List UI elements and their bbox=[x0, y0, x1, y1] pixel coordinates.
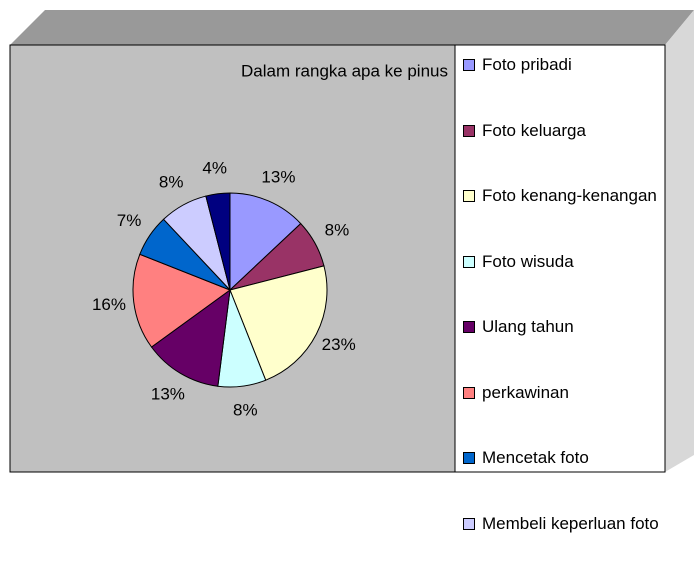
legend-label: Foto kenang-kenangan bbox=[482, 186, 657, 205]
legend-item: Mencetak foto bbox=[462, 446, 667, 469]
data-label: 8% bbox=[233, 401, 258, 420]
legend-item: Foto keluarga bbox=[462, 119, 667, 142]
legend-item: Foto wisuda bbox=[462, 250, 667, 273]
legend-item: Foto kenang-kenangan bbox=[462, 184, 667, 207]
legend-item: Foto pribadi bbox=[462, 53, 667, 76]
data-label: 13% bbox=[261, 168, 295, 187]
legend-label: Membeli keperluan foto bbox=[482, 513, 659, 533]
legend-swatch bbox=[463, 190, 475, 202]
legend-label: Ulang tahun bbox=[482, 317, 574, 336]
data-label: 13% bbox=[151, 384, 185, 403]
legend-swatch bbox=[463, 452, 475, 464]
box-side bbox=[665, 10, 694, 472]
data-label: 4% bbox=[202, 158, 227, 177]
pie-slice bbox=[229, 265, 328, 381]
legend-label: Foto pribadi bbox=[482, 55, 572, 74]
legend-item: Membeli keperluan foto bbox=[462, 512, 667, 535]
data-label: 7% bbox=[117, 211, 142, 230]
legend-box bbox=[454, 44, 666, 473]
chart-title: Dalam rangka apa ke pinus bbox=[241, 61, 448, 80]
box-top bbox=[10, 10, 694, 45]
legend-label: Foto wisuda bbox=[482, 251, 574, 271]
legend-swatch bbox=[463, 124, 475, 137]
legend-label: Mencetak foto bbox=[482, 448, 589, 467]
legend-item: Ulang tahun bbox=[462, 315, 667, 338]
data-label: 23% bbox=[322, 335, 356, 354]
legend-label: Foto keluarga bbox=[482, 120, 586, 140]
legend-swatch bbox=[463, 386, 475, 399]
pie-slice bbox=[229, 192, 302, 292]
pie-slice bbox=[132, 253, 232, 348]
legend-swatch bbox=[463, 59, 475, 71]
data-label: 8% bbox=[159, 173, 184, 192]
legend-swatch bbox=[463, 517, 475, 530]
legend-item: perkawinan bbox=[462, 381, 667, 404]
legend-label: perkawinan bbox=[482, 382, 569, 402]
legend-swatch bbox=[463, 321, 475, 333]
legend-swatch bbox=[463, 255, 475, 268]
pie-slice bbox=[205, 192, 231, 291]
data-label: 16% bbox=[92, 295, 126, 314]
pie-slice bbox=[150, 288, 231, 387]
data-label: 8% bbox=[325, 221, 350, 240]
